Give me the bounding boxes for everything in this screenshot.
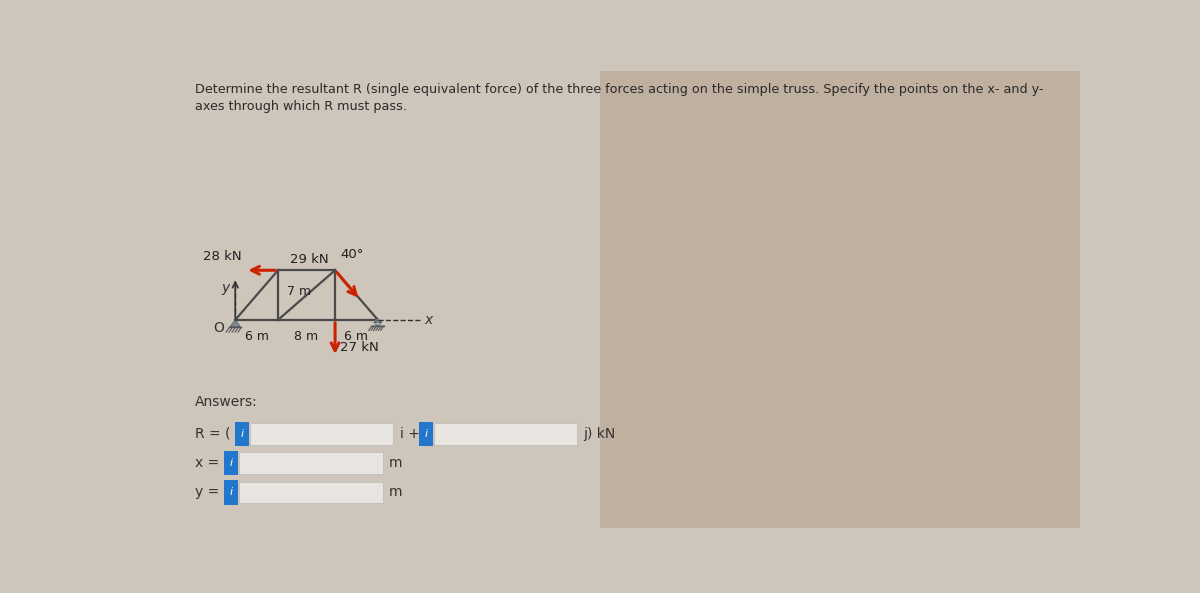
FancyBboxPatch shape [419,422,433,446]
Text: y =: y = [194,485,220,499]
FancyBboxPatch shape [239,452,383,474]
Text: 40°: 40° [341,248,364,261]
Text: m: m [389,456,402,470]
FancyBboxPatch shape [250,423,394,445]
Text: 7 m: 7 m [287,285,312,298]
Text: Answers:: Answers: [194,396,258,409]
Text: O: O [212,321,223,336]
Text: axes through which R must pass.: axes through which R must pass. [194,100,407,113]
Text: j) kN: j) kN [583,427,616,441]
Text: 28 kN: 28 kN [203,250,241,263]
Text: i: i [230,487,233,498]
FancyBboxPatch shape [224,480,239,505]
Text: 27 kN: 27 kN [340,341,378,354]
Text: R = (: R = ( [194,427,230,441]
Bar [600,71,1080,528]
Text: y: y [221,280,229,295]
FancyBboxPatch shape [224,451,239,476]
Text: x =: x = [194,456,220,470]
Text: Determine the resultant R (single equivalent force) of the three forces acting o: Determine the resultant R (single equiva… [194,82,1044,95]
Text: i: i [230,458,233,468]
FancyBboxPatch shape [235,422,250,446]
FancyBboxPatch shape [239,482,383,503]
Polygon shape [373,320,382,323]
Text: 6 m: 6 m [245,330,269,343]
Text: 6 m: 6 m [344,330,368,343]
Text: i: i [241,429,244,439]
Polygon shape [230,320,240,327]
Text: m: m [389,485,402,499]
Text: i: i [425,429,427,439]
Text: x: x [425,313,433,327]
Text: 29 kN: 29 kN [290,253,329,266]
Text: i +: i + [400,427,420,441]
Text: 8 m: 8 m [294,330,319,343]
FancyBboxPatch shape [433,423,577,445]
